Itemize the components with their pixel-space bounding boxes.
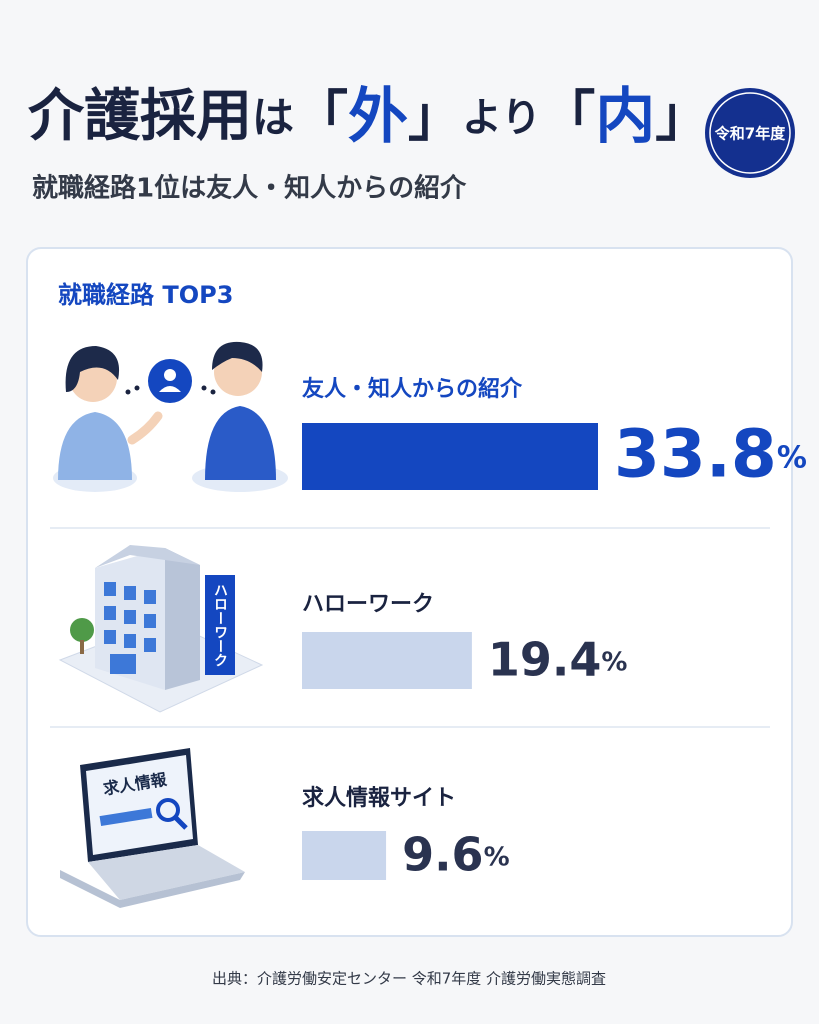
value-label: 9.6%: [402, 827, 510, 881]
category-label: 求人情報サイト: [302, 785, 456, 811]
badge-text: 令和7年度: [715, 125, 786, 143]
people-illustration: [53, 341, 288, 492]
value-number: 33.8: [614, 416, 777, 493]
category-label: ハローワーク: [302, 592, 434, 617]
badge-ring: [709, 92, 791, 174]
title-part: 内: [595, 82, 655, 152]
title-part: 「: [541, 85, 595, 148]
source: 出典：介護労働安定センター 令和7年度 介護労働実態調査: [212, 970, 606, 988]
value-label: 33.8%: [614, 416, 807, 493]
title-part: 「: [294, 85, 348, 148]
bar: [302, 423, 598, 490]
value-unit: %: [777, 440, 807, 475]
title-part: 介護採用: [28, 84, 252, 149]
laptop-illustration: 求人情報: [60, 748, 245, 908]
title-part: は: [252, 93, 294, 142]
building-illustration: ハローワーク: [58, 545, 264, 713]
value-unit: %: [484, 842, 510, 872]
badge: [705, 88, 795, 178]
value-label: 19.4%: [488, 632, 628, 686]
category-label: 友人・知人からの紹介: [302, 376, 523, 402]
title: 介護採用は「外」より「内」: [28, 82, 709, 152]
subtitle: 就職経路1位は友人・知人からの紹介: [32, 173, 467, 204]
value-number: 19.4: [488, 632, 602, 686]
title-part: より: [462, 95, 541, 141]
bar: [302, 632, 472, 689]
bar: [302, 831, 387, 880]
panel-title: 就職経路 TOP3: [58, 281, 233, 309]
value-number: 9.6: [402, 827, 484, 881]
title-part: 」: [408, 85, 462, 148]
building-sign: ハローワーク: [212, 583, 228, 667]
value-unit: %: [601, 647, 627, 677]
title-part: 外: [348, 82, 408, 152]
title-part: 」: [655, 85, 709, 148]
